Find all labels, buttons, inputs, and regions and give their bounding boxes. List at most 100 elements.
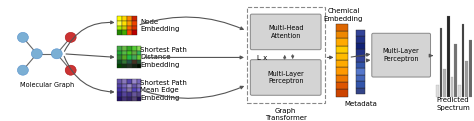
Text: Graph
Transformer: Graph Transformer <box>265 108 307 121</box>
Text: Shortest Path
Mean Edge
Embedding: Shortest Path Mean Edge Embedding <box>140 80 187 101</box>
Bar <box>337 38 348 46</box>
Bar <box>337 53 348 60</box>
Bar <box>337 60 348 68</box>
Circle shape <box>18 65 28 75</box>
Bar <box>337 75 348 82</box>
Bar <box>127 97 132 101</box>
Bar <box>337 24 348 31</box>
Bar <box>118 92 122 97</box>
Bar <box>137 55 141 60</box>
Bar <box>462 24 465 97</box>
Bar <box>356 81 365 87</box>
Bar <box>356 68 365 75</box>
Bar <box>128 30 132 35</box>
Bar <box>356 75 365 81</box>
Bar <box>137 84 141 88</box>
Bar <box>127 55 132 60</box>
Bar <box>122 92 127 97</box>
Bar <box>128 26 132 30</box>
Bar <box>132 16 137 21</box>
Bar <box>127 51 132 55</box>
Bar <box>337 82 348 89</box>
Bar <box>356 56 365 62</box>
Bar <box>122 60 127 64</box>
Bar <box>118 60 122 64</box>
Bar <box>337 31 348 38</box>
Bar <box>118 97 122 101</box>
Bar <box>127 79 132 84</box>
Bar <box>127 88 132 92</box>
Text: Molecular Graph: Molecular Graph <box>20 82 74 88</box>
FancyBboxPatch shape <box>250 60 321 95</box>
Bar <box>132 97 137 101</box>
Bar <box>118 79 122 84</box>
Bar <box>122 97 127 101</box>
Bar <box>122 46 127 51</box>
Text: Node
Embedding: Node Embedding <box>140 19 180 32</box>
Bar <box>132 60 137 64</box>
FancyBboxPatch shape <box>250 14 321 50</box>
Bar <box>132 21 137 26</box>
Bar <box>122 84 127 88</box>
Bar <box>443 69 446 97</box>
Bar <box>458 85 461 97</box>
FancyBboxPatch shape <box>372 33 430 77</box>
Bar <box>127 60 132 64</box>
Bar <box>127 64 132 68</box>
Text: Multi-Layer
Perceptron: Multi-Layer Perceptron <box>267 71 304 84</box>
Bar <box>473 73 474 97</box>
Bar <box>137 60 141 64</box>
Bar <box>465 60 468 97</box>
Bar <box>132 26 137 30</box>
Bar <box>118 46 122 51</box>
Bar <box>247 7 325 103</box>
Bar <box>356 49 365 56</box>
Circle shape <box>65 32 76 42</box>
Bar <box>337 46 348 53</box>
Bar <box>128 21 132 26</box>
Bar <box>132 79 137 84</box>
Bar <box>132 88 137 92</box>
Bar <box>137 64 141 68</box>
Text: Multi-Layer
Perceptron: Multi-Layer Perceptron <box>383 48 419 62</box>
Bar <box>440 28 442 97</box>
Bar <box>118 88 122 92</box>
Bar <box>137 46 141 51</box>
Bar <box>137 79 141 84</box>
Bar <box>118 55 122 60</box>
Bar <box>356 62 365 68</box>
Bar <box>118 64 122 68</box>
Bar <box>132 84 137 88</box>
Bar <box>132 92 137 97</box>
Bar <box>337 89 348 97</box>
Bar <box>451 77 453 97</box>
Bar <box>132 30 137 35</box>
Text: Metadata: Metadata <box>344 101 377 107</box>
Text: Chemical
Embedding: Chemical Embedding <box>324 8 363 22</box>
Bar <box>137 88 141 92</box>
Bar <box>455 45 457 97</box>
Bar <box>436 85 438 97</box>
Bar <box>137 92 141 97</box>
Bar <box>356 43 365 49</box>
Circle shape <box>65 65 76 75</box>
Bar <box>122 26 128 30</box>
Bar <box>356 30 365 36</box>
Bar <box>127 92 132 97</box>
Bar <box>137 51 141 55</box>
Bar <box>122 64 127 68</box>
Bar <box>122 88 127 92</box>
Circle shape <box>31 49 42 59</box>
Circle shape <box>51 49 62 59</box>
Bar <box>132 64 137 68</box>
Bar <box>128 16 132 21</box>
Bar <box>127 46 132 51</box>
Bar <box>118 21 122 26</box>
Bar <box>122 55 127 60</box>
Bar <box>469 41 472 97</box>
Bar <box>127 84 132 88</box>
Bar <box>132 51 137 55</box>
Bar <box>132 46 137 51</box>
Bar <box>118 16 122 21</box>
Text: Predicted
Spectrum: Predicted Spectrum <box>436 97 470 111</box>
